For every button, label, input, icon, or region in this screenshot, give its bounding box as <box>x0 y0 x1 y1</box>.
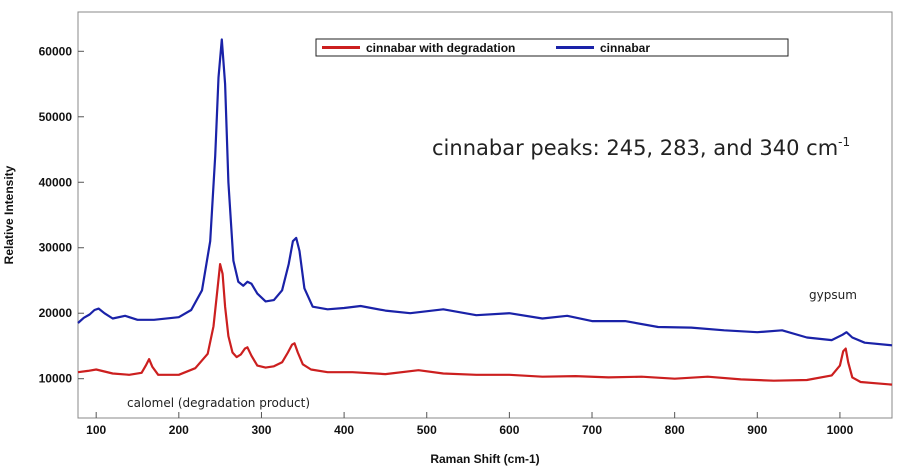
y-tick-label: 20000 <box>39 306 73 320</box>
series-line-cinnabar-with-degradation <box>77 263 893 386</box>
x-tick-label: 200 <box>169 423 189 437</box>
x-tick-label: 400 <box>334 423 354 437</box>
x-tick-label: 300 <box>251 423 271 437</box>
legend: cinnabar with degradation cinnabar <box>315 38 789 57</box>
annotation-cinnabar-peaks-text: cinnabar peaks: 245, 283, and 340 cm <box>432 136 838 160</box>
y-axis-title: Relative Intensity <box>2 165 16 264</box>
annotation-calomel: calomel (degradation product) <box>127 396 310 410</box>
series-layer <box>77 38 893 386</box>
y-tick-label: 10000 <box>39 372 73 386</box>
plot-area-border <box>77 11 893 419</box>
legend-label-cinnabar: cinnabar <box>600 41 650 55</box>
x-tick-label: 500 <box>417 423 437 437</box>
annotation-cinnabar-peaks: cinnabar peaks: 245, 283, and 340 cm-1 <box>432 135 850 160</box>
legend-label-cinnabar-with-degradation: cinnabar with degradation <box>366 41 515 55</box>
x-tick-label: 600 <box>499 423 519 437</box>
annotation-cinnabar-peaks-superscript: -1 <box>838 135 850 149</box>
y-tick-label: 60000 <box>39 44 73 58</box>
x-tick-label: 100 <box>86 423 106 437</box>
x-tick-label: 700 <box>582 423 602 437</box>
x-axis-title: Raman Shift (cm-1) <box>430 452 539 466</box>
x-tick-label: 900 <box>747 423 767 437</box>
x-axis-ticks: 100 200 300 400 500 600 700 800 900 1000 <box>86 412 854 437</box>
y-axis-ticks: 10000 20000 30000 40000 50000 60000 <box>39 44 84 386</box>
annotation-gypsum: gypsum <box>809 288 857 302</box>
series-line-cinnabar <box>77 38 893 347</box>
y-tick-label: 40000 <box>39 175 73 189</box>
y-tick-label: 30000 <box>39 241 73 255</box>
x-tick-label: 1000 <box>827 423 854 437</box>
y-tick-label: 50000 <box>39 110 73 124</box>
x-tick-label: 800 <box>665 423 685 437</box>
legend-box <box>315 38 789 57</box>
